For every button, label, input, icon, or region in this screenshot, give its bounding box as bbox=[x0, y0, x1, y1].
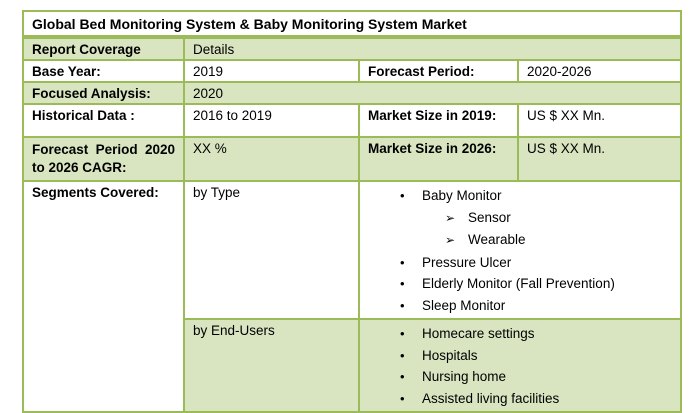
by-end-users-label: by End-Users bbox=[183, 318, 360, 413]
bullet-icon: • bbox=[400, 390, 405, 406]
market-report-scope-table: Global Bed Monitoring System & Baby Moni… bbox=[21, 10, 683, 413]
list-item-label: Wearable bbox=[468, 232, 526, 247]
arrow-bullet-icon: ➢ bbox=[445, 233, 456, 247]
focused-analysis-row: Focused Analysis: 2020 bbox=[22, 81, 683, 105]
historical-data-label: Historical Data : bbox=[22, 103, 185, 138]
forecast-cagr-value: XX % bbox=[183, 136, 360, 182]
bullet-icon: • bbox=[400, 188, 405, 203]
market-size-2026-value: US $ XX Mn. bbox=[516, 136, 683, 182]
report-coverage-value: Details bbox=[182, 36, 683, 61]
table-title-row: Global Bed Monitoring System & Baby Moni… bbox=[21, 10, 683, 39]
bullet-icon: • bbox=[400, 254, 405, 270]
list-item: ➢ Wearable bbox=[368, 229, 672, 252]
list-item-label: Sensor bbox=[468, 209, 511, 225]
list-item: • Sleep Monitor bbox=[368, 295, 672, 317]
bullet-icon: • bbox=[400, 347, 405, 363]
segments-by-type-row: Segments Covered: by Type • Baby Monitor… bbox=[22, 180, 683, 413]
by-end-users-list: • Homecare settings • Hospitals • Nursin… bbox=[357, 318, 683, 413]
base-year-row: Base Year: 2019 Forecast Period: 2020-20… bbox=[22, 59, 683, 83]
list-item: ➢ Sensor bbox=[368, 207, 672, 230]
arrow-bullet-icon: ➢ bbox=[445, 210, 456, 225]
list-item: • Nursing home bbox=[368, 366, 672, 388]
segments-covered-label: Segments Covered: bbox=[22, 180, 185, 413]
market-size-2019-value: US $ XX Mn. bbox=[516, 103, 683, 138]
list-item-label: Baby Monitor bbox=[422, 188, 502, 203]
bullet-icon: • bbox=[400, 276, 405, 291]
table-title: Global Bed Monitoring System & Baby Moni… bbox=[21, 10, 683, 39]
market-size-2026-label: Market Size in 2026: bbox=[358, 136, 519, 182]
list-item: • Baby Monitor bbox=[368, 185, 672, 207]
historical-data-value: 2016 to 2019 bbox=[183, 103, 360, 138]
focused-analysis-value: 2020 bbox=[182, 81, 683, 105]
historical-data-row: Historical Data : 2016 to 2019 Market Si… bbox=[22, 103, 683, 138]
market-size-2019-label: Market Size in 2019: bbox=[358, 103, 519, 138]
list-item-label: Homecare settings bbox=[422, 326, 535, 341]
report-coverage-row: Report Coverage Details bbox=[22, 36, 683, 61]
forecast-cagr-row: Forecast Period 2020 to 2026 CAGR: XX % … bbox=[22, 136, 683, 182]
base-year-value: 2019 bbox=[183, 59, 360, 83]
list-item: • Pressure Ulcer bbox=[368, 252, 672, 274]
list-item-label: Nursing home bbox=[422, 369, 507, 384]
list-item: • Hospitals bbox=[368, 345, 672, 367]
focused-analysis-label: Focused Analysis: bbox=[22, 81, 185, 105]
list-item-label: Assisted living facilities bbox=[422, 390, 560, 406]
list-item-label: Elderly Monitor (Fall Prevention) bbox=[422, 276, 615, 291]
list-item-label: Pressure Ulcer bbox=[422, 254, 512, 270]
report-coverage-label: Report Coverage bbox=[22, 36, 185, 61]
forecast-period-value: 2020-2026 bbox=[516, 59, 683, 83]
forecast-period-label: Forecast Period: bbox=[358, 59, 519, 83]
bullet-icon: • bbox=[400, 297, 405, 313]
bullet-icon: • bbox=[400, 369, 405, 384]
forecast-cagr-label: Forecast Period 2020 to 2026 CAGR: bbox=[22, 136, 185, 182]
list-item-label: Sleep Monitor bbox=[422, 297, 506, 313]
list-item: • Elderly Monitor (Fall Prevention) bbox=[368, 273, 672, 295]
bullet-icon: • bbox=[400, 326, 405, 341]
list-item: • Homecare settings bbox=[368, 323, 672, 345]
segments-by-end-users-row: by End-Users • Homecare settings • Hospi… bbox=[23, 318, 683, 413]
list-item: • Assisted living facilities bbox=[368, 388, 672, 410]
list-item-label: Hospitals bbox=[422, 347, 478, 363]
by-type-list: • Baby Monitor ➢ Sensor ➢ Wearable • Pre… bbox=[357, 180, 683, 320]
base-year-label: Base Year: bbox=[22, 59, 185, 83]
by-type-label: by Type bbox=[183, 180, 360, 320]
